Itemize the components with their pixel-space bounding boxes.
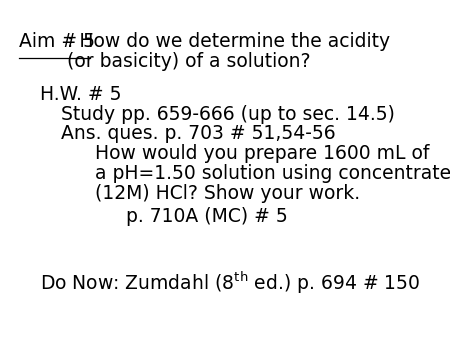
Text: Ans. ques. p. 703 # 51,54-56: Ans. ques. p. 703 # 51,54-56: [61, 124, 336, 144]
Text: : How do we determine the acidity: : How do we determine the acidity: [67, 32, 390, 51]
Text: Study pp. 659-666 (up to sec. 14.5): Study pp. 659-666 (up to sec. 14.5): [61, 105, 395, 124]
Text: Do Now: Zumdahl (8$^{\mathregular{th}}$ ed.) p. 694 # 150: Do Now: Zumdahl (8$^{\mathregular{th}}$ …: [40, 269, 420, 296]
Text: How would you prepare 1600 mL of: How would you prepare 1600 mL of: [95, 144, 429, 163]
Text: (or basicity) of a solution?: (or basicity) of a solution?: [67, 52, 310, 71]
Text: p. 710A (MC) # 5: p. 710A (MC) # 5: [126, 207, 288, 226]
Text: (12M) HCl? Show your work.: (12M) HCl? Show your work.: [95, 184, 360, 203]
Text: H.W. # 5: H.W. # 5: [40, 85, 122, 104]
Text: a pH=1.50 solution using concentrated: a pH=1.50 solution using concentrated: [95, 164, 450, 183]
Text: Aim # 5: Aim # 5: [19, 32, 95, 51]
